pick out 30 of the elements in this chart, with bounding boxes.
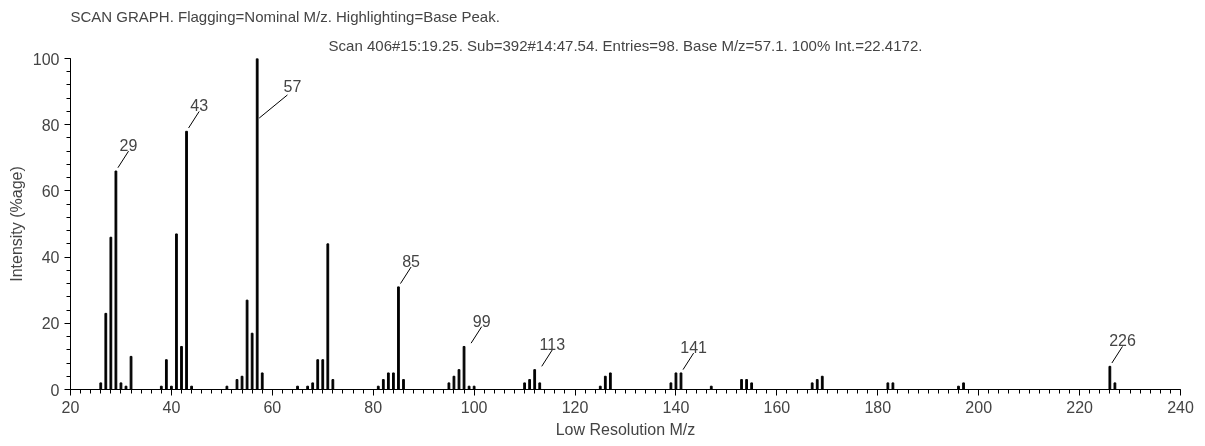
annotation: 141 (680, 339, 708, 357)
annotation: 99 (472, 312, 491, 330)
y-tick-label: 60 (41, 182, 60, 200)
y-tick-label: 0 (50, 381, 60, 399)
annotation: 226 (1109, 332, 1136, 350)
x-tick-label: 60 (263, 398, 282, 416)
y-tick-label: 80 (41, 116, 60, 134)
x-tick-label: 200 (965, 398, 993, 416)
x-tick-label: 40 (162, 398, 181, 416)
x-tick-label: 120 (561, 398, 589, 416)
annotation: 113 (539, 335, 566, 353)
x-tick-label: 220 (1066, 398, 1094, 416)
x-axis-title: Low Resolution M/z (555, 420, 696, 438)
y-tick-label: 20 (41, 315, 60, 333)
annotation: 85 (402, 253, 421, 271)
annotation: 43 (190, 97, 209, 115)
x-tick-label: 180 (864, 398, 892, 416)
annotation: 29 (119, 137, 138, 155)
y-tick-label: 100 (32, 50, 60, 68)
x-tick-label: 100 (460, 398, 488, 416)
annotation: 57 (283, 77, 302, 95)
x-tick-label: 140 (662, 398, 690, 416)
x-tick-label: 20 (61, 398, 80, 416)
chart-title: SCAN GRAPH. Flagging=Nominal M/z. Highlighting=Base Peak. (70, 7, 500, 25)
y-tick-label: 40 (41, 249, 60, 267)
x-tick-label: 80 (364, 398, 383, 416)
y-axis-title: Intensity (%age) (7, 166, 25, 282)
x-tick-label: 160 (763, 398, 791, 416)
x-tick-label: 240 (1167, 398, 1194, 416)
chart-subtitle: Scan 406#15:19.25. Sub=392#14:47.54. Entries=98. Base M/z=57.1. 100% Int.=22.4172. (328, 36, 923, 54)
